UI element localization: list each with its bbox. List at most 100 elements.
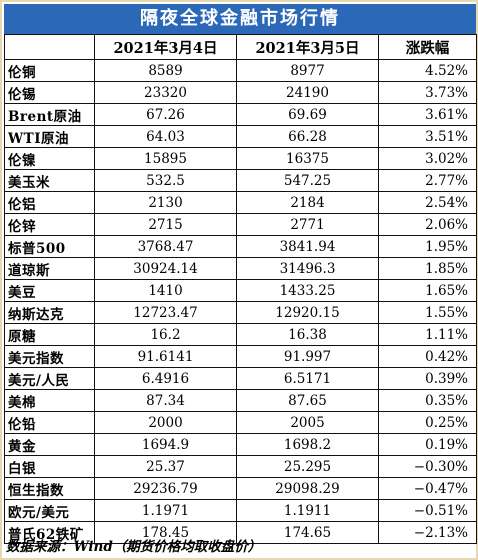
market-table: 2021年3月4日 2021年3月5日 涨跌幅 伦铜 8589 8977 4.52% 伦… [4,34,477,544]
table-row: 原糖 16.2 16.38 1.11% [4,323,477,346]
row-value-date-1: 6.4916 [94,367,237,390]
row-name: 美棉 [4,389,95,412]
row-change: −2.13% [378,521,477,544]
table-row: 黄金 1694.9 1698.2 0.19% [4,433,477,456]
row-value-date-1: 25.37 [94,455,237,478]
row-change: 2.54% [378,191,477,214]
row-change: 1.65% [378,279,477,302]
row-change: 3.61% [378,103,477,126]
table-row: 伦铅 2000 2005 0.25% [4,411,477,434]
table-body: 伦铜 8589 8977 4.52% 伦锡 23320 24190 3.73% Brent原油 6… [4,59,477,544]
row-change: 4.52% [378,59,477,82]
row-value-date-2: 1433.25 [236,279,379,302]
header-row: 2021年3月4日 2021年3月5日 涨跌幅 [4,34,477,60]
row-name: 伦铅 [4,411,95,434]
row-name: Brent原油 [4,103,95,126]
row-value-date-1: 23320 [94,81,237,104]
row-name: 伦锡 [4,81,95,104]
table-row: 美元/人民 6.4916 6.5171 0.39% [4,367,477,390]
table-row: 恒生指数 29236.79 29098.29 −0.47% [4,477,477,500]
row-value-date-2: 12920.15 [236,301,379,324]
row-change: 0.19% [378,433,477,456]
row-value-date-2: 6.5171 [236,367,379,390]
row-value-date-2: 2005 [236,411,379,434]
table-row: 美豆 1410 1433.25 1.65% [4,279,477,302]
row-value-date-2: 29098.29 [236,477,379,500]
row-value-date-2: 1.1911 [236,499,379,522]
table-row: 道琼斯 30924.14 31496.3 1.85% [4,257,477,280]
row-change: 0.25% [378,411,477,434]
row-value-date-2: 66.28 [236,125,379,148]
row-change: 1.55% [378,301,477,324]
row-value-date-1: 64.03 [94,125,237,148]
row-value-date-1: 1.1971 [94,499,237,522]
row-value-date-2: 16.38 [236,323,379,346]
row-name: 伦铜 [4,59,95,82]
table-row: 美棉 87.34 87.65 0.35% [4,389,477,412]
row-value-date-2: 174.65 [236,521,379,544]
row-value-date-2: 91.997 [236,345,379,368]
table-row: 美玉米 532.5 547.25 2.77% [4,169,477,192]
row-value-date-2: 547.25 [236,169,379,192]
row-change: −0.47% [378,477,477,500]
row-name: 标普500 [4,235,95,258]
row-value-date-2: 24190 [236,81,379,104]
row-value-date-1: 2130 [94,191,237,214]
row-change: 0.39% [378,367,477,390]
row-value-date-2: 2771 [236,213,379,236]
table-row: Brent原油 67.26 69.69 3.61% [4,103,477,126]
row-name: 纳斯达克 [4,301,95,324]
row-value-date-1: 3768.47 [94,235,237,258]
table-row: 伦铝 2130 2184 2.54% [4,191,477,214]
row-change: 2.06% [378,213,477,236]
row-value-date-1: 16.2 [94,323,237,346]
row-value-date-2: 3841.94 [236,235,379,258]
row-name: WTI原油 [4,125,95,148]
row-change: 1.85% [378,257,477,280]
row-change: 1.11% [378,323,477,346]
row-change: 0.42% [378,345,477,368]
row-name: 黄金 [4,433,95,456]
row-change: 0.35% [378,389,477,412]
header-change: 涨跌幅 [378,34,477,60]
row-value-date-1: 2715 [94,213,237,236]
row-change: 1.95% [378,235,477,258]
source-note: 数据来源：Wind（期货价格均取收盘价） [6,539,262,555]
row-value-date-2: 8977 [236,59,379,82]
row-change: −0.30% [378,455,477,478]
row-value-date-2: 16375 [236,147,379,170]
table-row: 伦镍 15895 16375 3.02% [4,147,477,170]
row-value-date-1: 15895 [94,147,237,170]
row-value-date-1: 1694.9 [94,433,237,456]
table-row: WTI原油 64.03 66.28 3.51% [4,125,477,148]
row-name: 普氏62铁矿 [4,521,95,544]
row-name: 伦铝 [4,191,95,214]
row-value-date-1: 12723.47 [94,301,237,324]
row-value-date-1: 8589 [94,59,237,82]
row-value-date-1: 29236.79 [94,477,237,500]
row-change: 3.73% [378,81,477,104]
row-value-date-1: 30924.14 [94,257,237,280]
row-name: 美豆 [4,279,95,302]
row-name: 道琼斯 [4,257,95,280]
table-row: 美元指数 91.6141 91.997 0.42% [4,345,477,368]
header-name [4,34,95,60]
row-value-date-2: 1698.2 [236,433,379,456]
row-value-date-2: 87.65 [236,389,379,412]
row-change: 2.77% [378,169,477,192]
row-change: 3.51% [378,125,477,148]
row-name: 欧元/美元 [4,499,95,522]
row-value-date-2: 25.295 [236,455,379,478]
row-value-date-2: 69.69 [236,103,379,126]
row-name: 原糖 [4,323,95,346]
table-row: 伦锡 23320 24190 3.73% [4,81,477,104]
row-value-date-1: 532.5 [94,169,237,192]
row-value-date-2: 31496.3 [236,257,379,280]
header-date-2: 2021年3月5日 [236,34,379,60]
row-name: 美玉米 [4,169,95,192]
table-row: 伦锌 2715 2771 2.06% [4,213,477,236]
header-date-1: 2021年3月4日 [94,34,237,60]
row-value-date-1: 87.34 [94,389,237,412]
table-row: 纳斯达克 12723.47 12920.15 1.55% [4,301,477,324]
